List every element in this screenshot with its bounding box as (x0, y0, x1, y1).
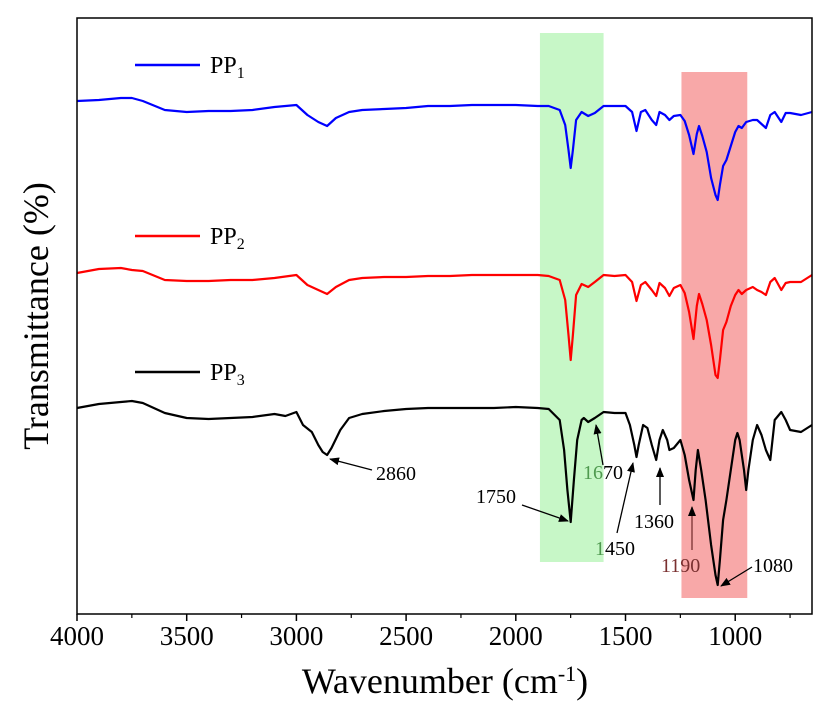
y-axis-title: Transmittance (%) (16, 182, 56, 450)
legend-label-pp3-sub: 3 (237, 372, 245, 389)
label-1670: 1670 (583, 462, 623, 484)
legend-label-pp1: PP1 (210, 53, 245, 82)
plot-frame (76, 17, 813, 615)
x-tick-label-1500: 1500 (599, 621, 653, 651)
x-axis-title-main: Wavenumber (cm (302, 661, 558, 701)
spectra-lines (76, 96, 813, 587)
highlight-bands (539, 33, 748, 598)
x-tick-label-1000: 1000 (708, 621, 762, 651)
legend-label-pp2: PP2 (210, 224, 245, 253)
label-2860: 2860 (376, 463, 416, 485)
legend-label-pp3-main: PP (210, 360, 237, 386)
x-tick-label-3000: 3000 (269, 621, 323, 651)
label-1750: 1750 (476, 486, 516, 508)
series-line-pp2 (76, 266, 813, 380)
legend-label-pp2-main: PP (210, 224, 237, 250)
red-band (681, 72, 748, 598)
arrow-1750 (521, 504, 569, 522)
arrow-1080 (720, 566, 753, 587)
series-line-pp1 (76, 96, 813, 202)
legend-label-pp3: PP3 (210, 360, 245, 389)
legend: PP1 PP2 PP3 (135, 53, 245, 389)
x-axis-title-sup: -1 (558, 661, 576, 686)
x-tick-label-3500: 3500 (160, 621, 214, 651)
legend-label-pp2-sub: 2 (237, 236, 245, 253)
label-1360: 1360 (634, 511, 674, 533)
x-axis-ticks: 4000 3500 3000 2500 2000 1500 1000 (50, 614, 791, 651)
arrow-1670 (593, 424, 604, 466)
arrow-2860 (329, 457, 373, 471)
annotations: 2860 1750 1670 1450 1360 1190 1080 (329, 424, 793, 587)
label-1450: 1450 (595, 538, 635, 560)
x-tick-label-2000: 2000 (489, 621, 543, 651)
legend-label-pp1-main: PP (210, 53, 237, 79)
label-1450-b: 450 (605, 538, 635, 560)
label-1080: 1080 (753, 555, 793, 577)
legend-label-pp1-sub: 1 (237, 65, 245, 82)
label-1670-a: 16 (583, 462, 603, 484)
x-axis-title: Wavenumber (cm-1) (302, 661, 588, 702)
arrow-1450 (616, 462, 635, 534)
green-band (539, 33, 604, 562)
x-tick-label-2500: 2500 (379, 621, 433, 651)
label-1190: 1190 (661, 555, 700, 577)
series-line-pp3 (76, 399, 813, 587)
x-tick-label-4000: 4000 (50, 621, 104, 651)
label-1450-a: 1 (595, 538, 605, 560)
x-axis-title-close: ) (576, 661, 588, 701)
label-1670-b: 70 (603, 462, 623, 484)
